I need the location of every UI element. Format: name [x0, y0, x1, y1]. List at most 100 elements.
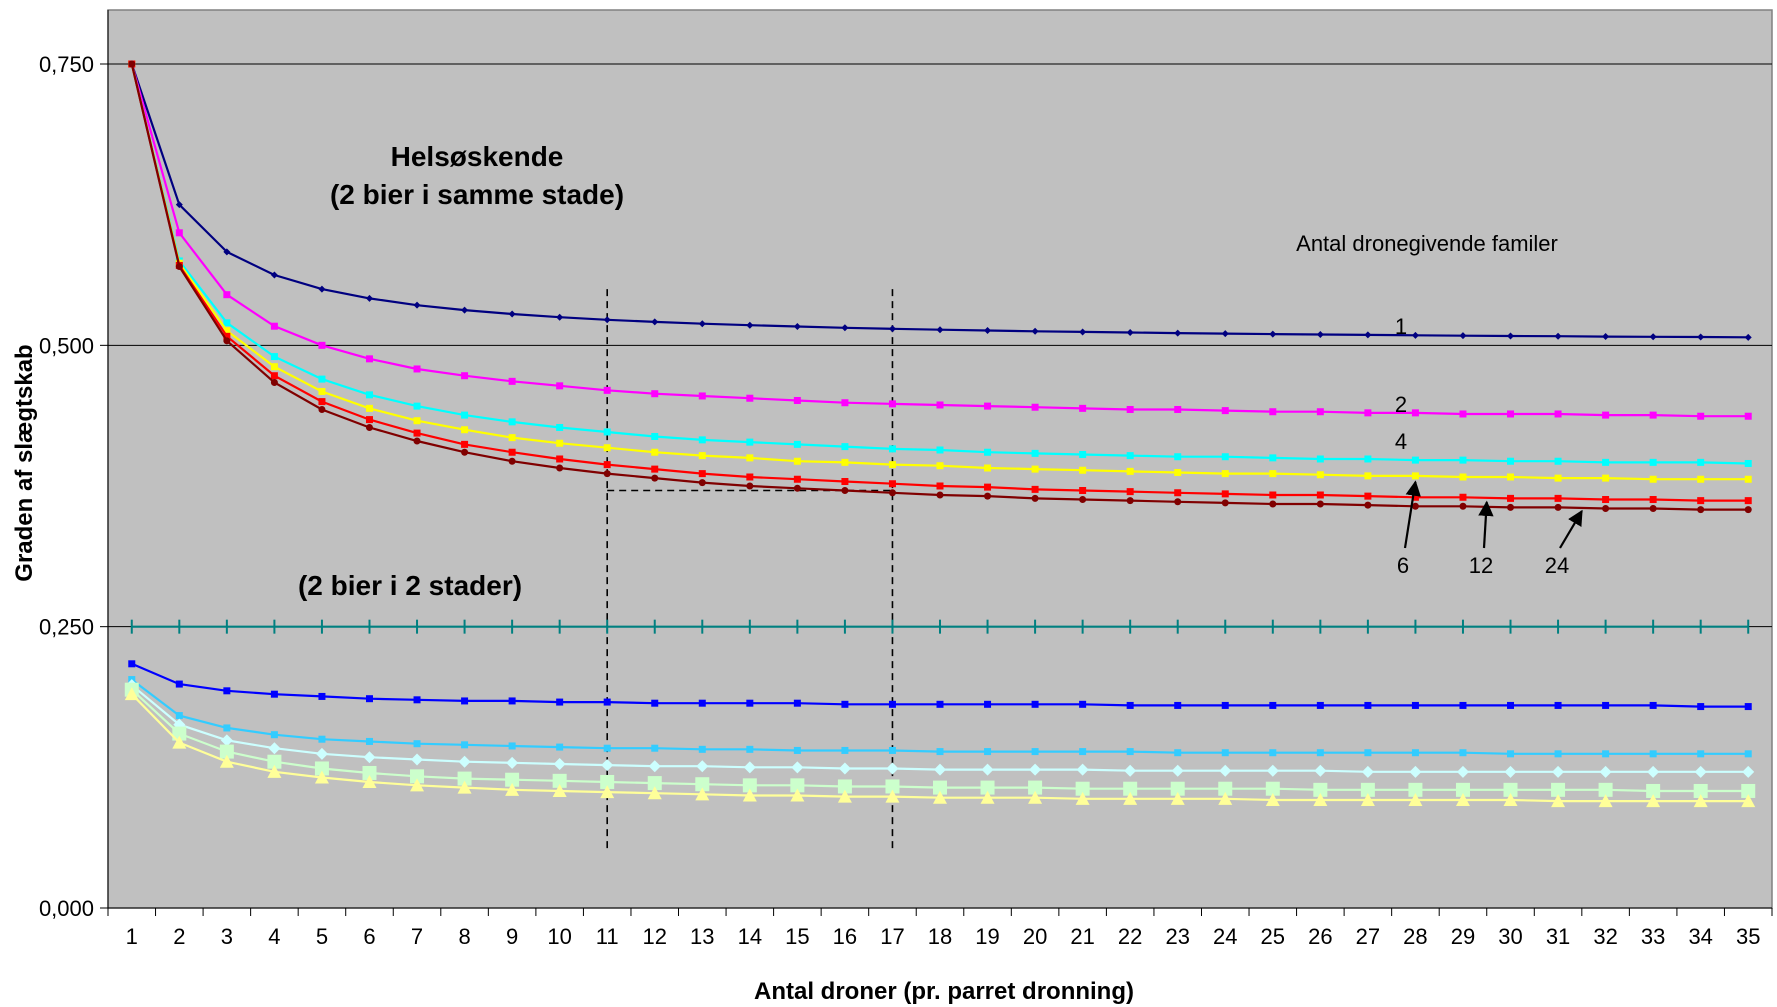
data-point [888, 746, 896, 754]
data-point [1551, 794, 1566, 808]
data-point [1316, 455, 1324, 463]
data-point [1316, 500, 1324, 508]
data-point [1316, 331, 1324, 339]
data-point [1221, 470, 1229, 478]
data-point [1503, 792, 1518, 806]
data-point [128, 660, 136, 668]
arrow-6 [1403, 480, 1421, 549]
data-point [1029, 763, 1042, 776]
data-point [791, 761, 804, 774]
data-point [267, 754, 282, 769]
series-two_hives-11 [124, 687, 1756, 808]
data-point [1123, 791, 1138, 805]
data-point [175, 680, 183, 688]
data-point [888, 461, 896, 469]
data-point [1364, 701, 1372, 709]
data-point [461, 306, 469, 314]
data-point [175, 712, 183, 720]
data-point [984, 448, 992, 456]
data-point [1269, 500, 1277, 508]
data-point [600, 774, 615, 789]
data-point [318, 341, 326, 349]
data-point [743, 761, 756, 774]
data-point [223, 332, 231, 340]
data-point [841, 443, 849, 451]
data-point [651, 744, 659, 752]
data-point [1694, 765, 1707, 778]
data-point [1744, 750, 1752, 758]
data-point [124, 687, 139, 701]
data-point [603, 461, 611, 469]
series-same_hive-1 [128, 60, 1752, 341]
data-point [1507, 473, 1515, 481]
data-point [888, 325, 896, 333]
data-point [1079, 496, 1087, 504]
data-point [223, 327, 231, 335]
data-point [314, 770, 329, 784]
data-point [1602, 750, 1610, 758]
data-point [1411, 493, 1419, 501]
data-point [1649, 750, 1657, 758]
data-point [461, 448, 469, 456]
data-point [1170, 781, 1185, 796]
data-point [1316, 749, 1324, 757]
data-point [508, 418, 516, 426]
data-point [933, 790, 947, 804]
data-point [1174, 453, 1182, 461]
data-point [1551, 782, 1566, 797]
data-point [1221, 701, 1229, 709]
data-point [458, 755, 471, 768]
x-tick-label: 18 [928, 924, 952, 949]
x-tick-label: 30 [1498, 924, 1522, 949]
data-point [603, 698, 611, 706]
data-point [1031, 494, 1039, 502]
data-point [1646, 783, 1661, 798]
data-point [1602, 474, 1610, 482]
series-same_hive-6 [128, 60, 1752, 483]
data-point [746, 454, 754, 462]
data-point [1221, 330, 1229, 338]
data-point [461, 411, 469, 419]
data-point [1126, 748, 1134, 756]
data-point [1459, 410, 1467, 418]
x-tick-label: 7 [411, 924, 423, 949]
data-point [936, 462, 944, 470]
data-point [508, 434, 516, 442]
data-point [1602, 411, 1610, 419]
data-point [1409, 765, 1422, 778]
data-point [647, 776, 662, 791]
data-point [1459, 749, 1467, 757]
data-point [936, 748, 944, 756]
data-point [410, 778, 425, 792]
data-point [1697, 703, 1705, 711]
data-point [220, 734, 233, 747]
data-point [1269, 749, 1277, 757]
data-point [1126, 329, 1134, 337]
x-tick-label: 16 [833, 924, 857, 949]
data-point [1598, 782, 1613, 797]
data-point [413, 365, 421, 373]
data-point [793, 323, 801, 331]
x-tick-label: 1 [126, 924, 138, 949]
annotations: Helsøskende (2 bier i samme stade) (2 bi… [298, 141, 1569, 601]
data-point [1602, 505, 1610, 513]
data-point [841, 700, 849, 708]
data-point [1364, 501, 1372, 509]
data-point [984, 748, 992, 756]
data-point [362, 774, 377, 788]
x-axis-title: Antal droner (pr. parret dronning) [754, 978, 1134, 1005]
data-point [981, 763, 994, 776]
series-group [124, 60, 1756, 808]
data-point [318, 375, 326, 383]
data-point [1554, 457, 1562, 465]
data-point [1507, 701, 1515, 709]
data-point [793, 475, 801, 483]
data-point [365, 695, 373, 703]
data-point [1554, 701, 1562, 709]
data-point [1411, 331, 1419, 339]
x-tick-label: 22 [1118, 924, 1142, 949]
x-tick-label: 8 [458, 924, 470, 949]
data-point [553, 757, 566, 770]
data-point [1554, 750, 1562, 758]
